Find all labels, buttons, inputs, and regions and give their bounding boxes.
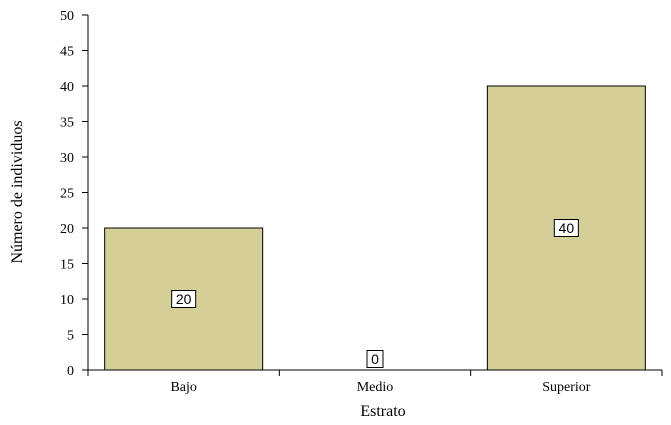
x-tick-label-medio: Medio [357, 380, 394, 395]
y-tick-label: 0 [67, 364, 74, 379]
y-tick-label: 10 [60, 293, 74, 308]
y-tick-label: 15 [60, 258, 74, 273]
data-label-box-bajo [171, 290, 197, 308]
x-tick-label-bajo: Bajo [170, 380, 196, 395]
data-label-bajo: 20 [176, 291, 192, 307]
data-label-superior: 40 [559, 220, 575, 236]
x-axis-title: Estrato [360, 403, 405, 420]
y-tick-label: 45 [60, 45, 74, 60]
y-tick-label: 35 [60, 116, 74, 131]
data-labels-group: 20 0 40 [171, 219, 579, 368]
x-tick-label-superior: Superior [542, 380, 591, 395]
y-tick-label: 25 [60, 187, 74, 202]
data-label-box-superior [553, 219, 579, 237]
y-tick-label: 40 [60, 80, 74, 95]
y-axis: 0 5 10 15 20 25 30 35 40 45 50 [60, 9, 89, 379]
data-label-box-medio [366, 350, 384, 368]
data-label-medio: 0 [371, 351, 379, 367]
y-tick-label: 20 [60, 222, 74, 237]
y-tick-label: 30 [60, 151, 74, 166]
y-tick-label: 5 [67, 329, 74, 344]
y-axis-title: Número de individuos [9, 120, 26, 263]
y-tick-label: 50 [60, 9, 74, 24]
x-axis: Bajo Medio Superior [87, 369, 663, 395]
